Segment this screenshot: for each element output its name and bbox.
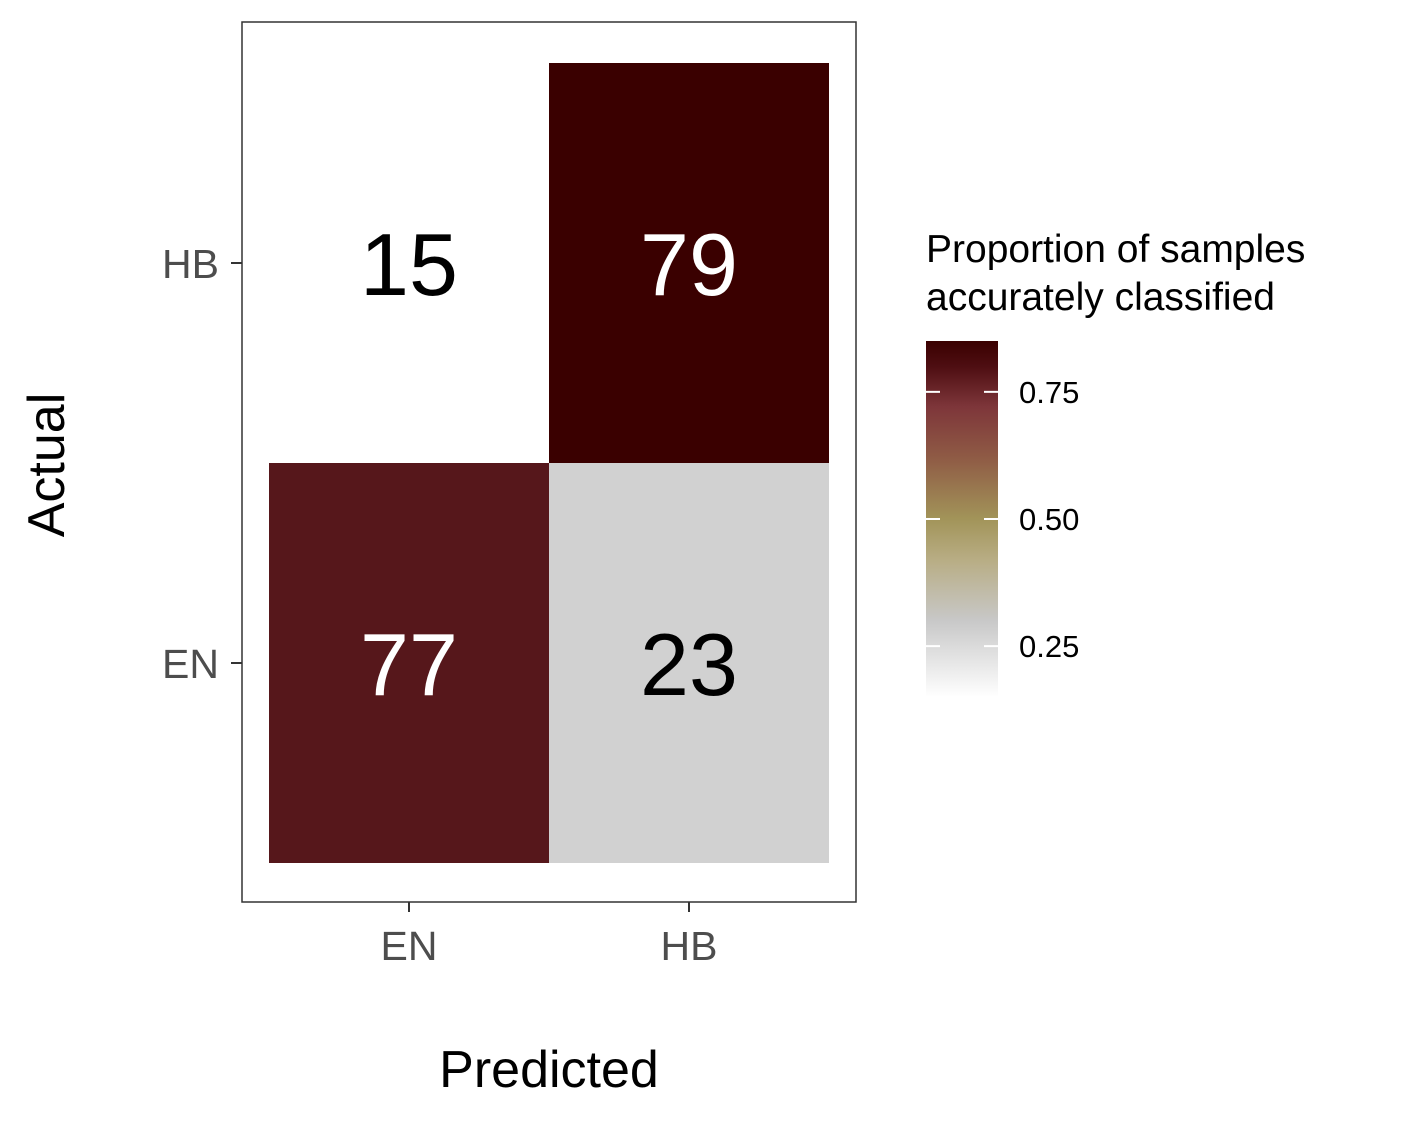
legend-title-line: Proportion of samples	[926, 228, 1305, 271]
legend-tick-label: 0.25	[1019, 629, 1079, 664]
x-tick-label: HB	[661, 923, 718, 969]
legend-tick-label: 0.50	[1019, 502, 1079, 537]
x-axis-title: Predicted	[439, 1041, 659, 1099]
legend: Proportion of samples accurately classifi…	[926, 228, 1305, 697]
heatmap-cell	[549, 63, 829, 463]
heatmap-cell	[269, 63, 549, 463]
legend-title-line: accurately classified	[926, 276, 1275, 319]
y-tick-label: HB	[162, 241, 219, 287]
panel-border	[241, 21, 857, 903]
cell-value-label: 23	[640, 615, 738, 714]
heatmap-cell	[549, 463, 829, 863]
y-axis-title: Actual	[18, 393, 76, 538]
heatmap-cell	[269, 463, 549, 863]
x-tick-label: EN	[381, 923, 438, 969]
cell-value-label: 15	[360, 215, 458, 314]
y-tick-label: EN	[162, 641, 219, 687]
heatmap-cells: 15 79 77 23	[269, 63, 829, 863]
cell-value-label: 79	[640, 215, 738, 314]
axes: EN HB EN HB	[162, 241, 717, 969]
legend-tick-label: 0.75	[1019, 375, 1079, 410]
cell-value-label: 77	[360, 615, 458, 714]
